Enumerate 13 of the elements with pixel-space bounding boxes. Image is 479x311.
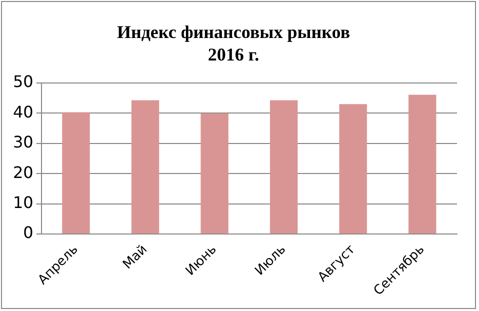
y-tick-label: 10: [13, 193, 34, 212]
bar: [131, 100, 160, 234]
chart-title: Индекс финансовых рынков 2016 г.: [116, 22, 350, 64]
bar: [200, 113, 228, 234]
y-tick-label: 30: [13, 132, 34, 152]
y-tick-label: 40: [13, 102, 34, 122]
bar: [62, 112, 90, 234]
y-tick-label: 20: [13, 162, 34, 182]
bar: [408, 94, 436, 234]
y-tick-label: 50: [13, 72, 34, 92]
bar: [270, 100, 298, 234]
y-tick-label: 0: [23, 223, 34, 242]
bar: [339, 104, 367, 234]
